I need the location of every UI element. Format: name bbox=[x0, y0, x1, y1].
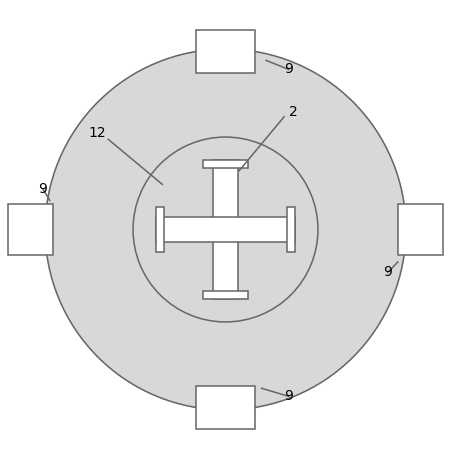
Text: 2: 2 bbox=[289, 105, 298, 119]
Text: 9: 9 bbox=[38, 182, 47, 196]
Text: 9: 9 bbox=[284, 62, 293, 76]
Bar bbox=[196, 386, 255, 429]
Text: 9: 9 bbox=[383, 265, 392, 280]
Bar bbox=[203, 291, 248, 299]
Bar bbox=[156, 207, 164, 252]
Bar bbox=[287, 207, 295, 252]
Bar bbox=[156, 217, 295, 242]
Bar bbox=[203, 160, 248, 168]
Circle shape bbox=[45, 49, 406, 410]
Bar bbox=[196, 30, 255, 73]
Bar bbox=[398, 204, 443, 255]
Text: 9: 9 bbox=[284, 389, 293, 403]
Circle shape bbox=[133, 137, 318, 322]
Text: 12: 12 bbox=[88, 125, 106, 140]
Bar bbox=[213, 160, 238, 299]
Bar bbox=[8, 204, 53, 255]
